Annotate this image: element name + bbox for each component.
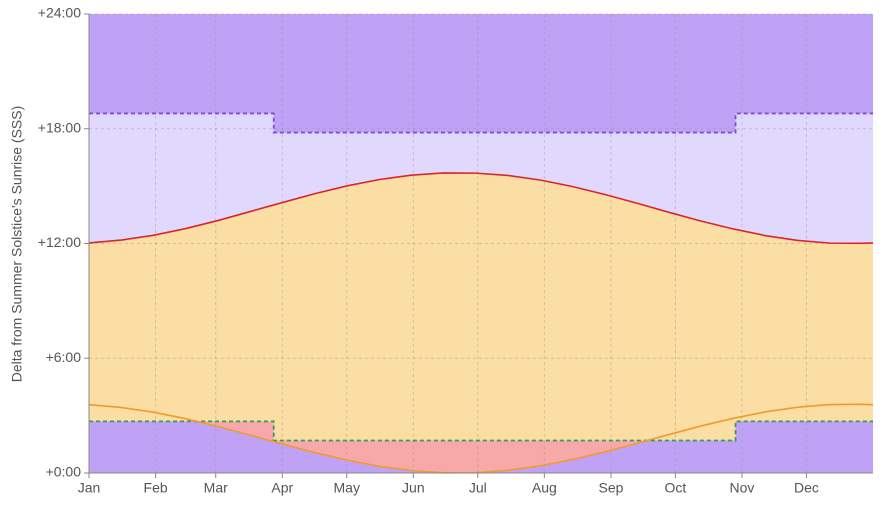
series-line [89,420,873,442]
y-tick-label: +18:00 [38,119,81,135]
y-axis-label: Delta from Summer Solstice's Sunrise (SS… [9,106,25,383]
x-tick-label: Jun [402,480,425,496]
x-tick-label: Jul [469,480,487,496]
x-tick-label: Apr [271,480,293,496]
series-line [88,403,874,474]
y-tick-label: +24:00 [38,5,81,21]
x-tick-label: Sep [598,480,623,496]
y-tick-label: +6:00 [46,349,82,365]
x-tick-label: Dec [794,480,819,496]
series-line [89,112,873,134]
x-tick-label: Nov [730,480,755,496]
x-tick-label: Mar [204,480,228,496]
area-day [89,172,873,473]
x-tick-label: Aug [532,480,557,496]
series-line [88,172,874,245]
x-tick-label: Oct [664,480,686,496]
area-night [89,421,873,473]
x-tick-label: May [334,480,360,496]
x-tick-label: Jan [78,480,101,496]
x-tick-label: Feb [144,480,168,496]
y-tick-label: +0:00 [46,464,82,480]
y-tick-label: +12:00 [38,234,81,250]
